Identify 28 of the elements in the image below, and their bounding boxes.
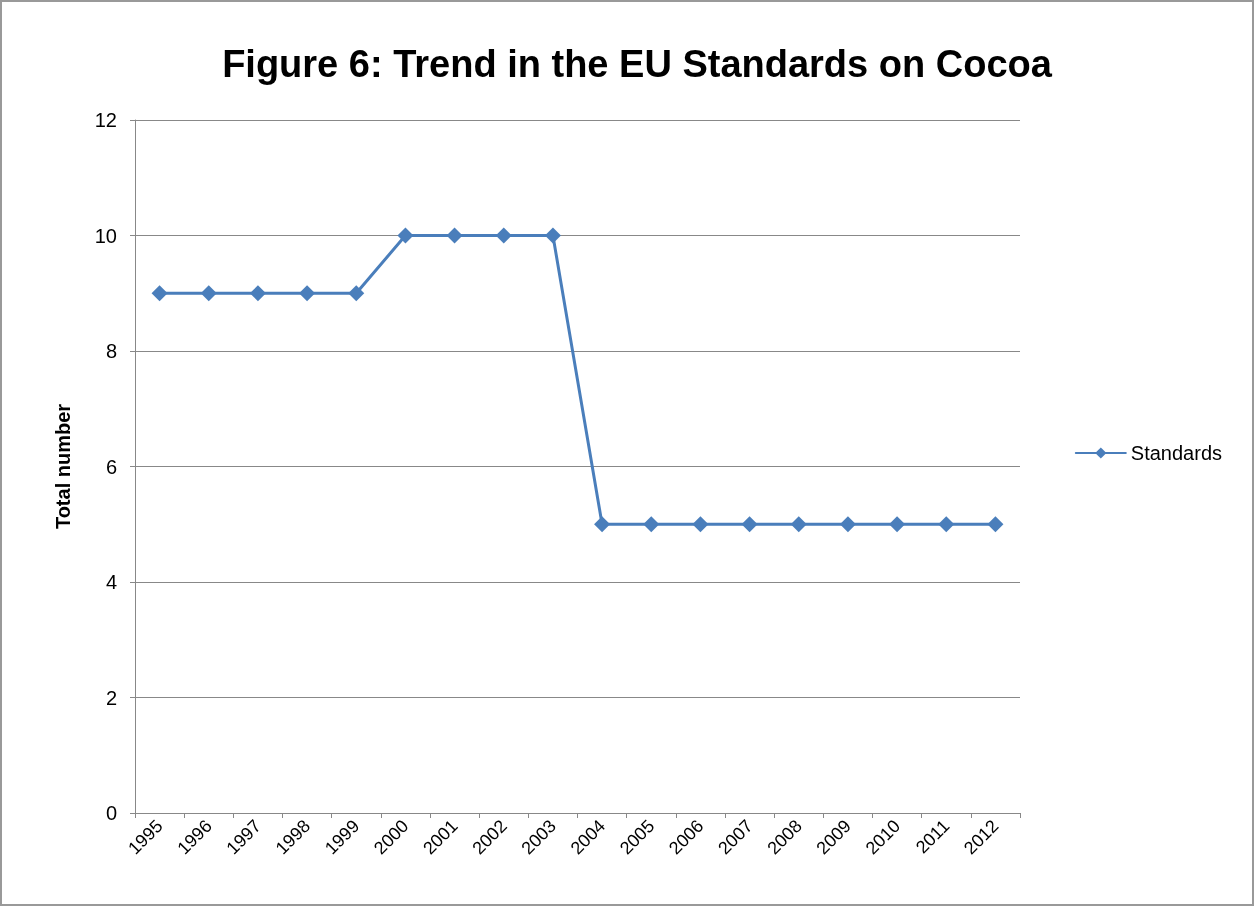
- y-tick-label: 4: [105, 571, 117, 593]
- point: [889, 516, 906, 533]
- point: [299, 285, 316, 302]
- point: [348, 285, 365, 302]
- point: [643, 516, 660, 533]
- point: [790, 516, 807, 533]
- point: [200, 285, 217, 302]
- point: [741, 516, 758, 533]
- y-tick-label: 10: [94, 224, 117, 247]
- point: [692, 516, 709, 533]
- point: [495, 227, 512, 244]
- point: [249, 285, 266, 302]
- point: [987, 516, 1004, 533]
- point: [544, 227, 561, 244]
- y-tick-label: 8: [105, 340, 117, 362]
- y-tick-label: 12: [94, 109, 117, 131]
- point: [151, 285, 168, 302]
- chart-title: Figure 6: Trend in the EU Standards on Cocoa: [222, 43, 1053, 85]
- point: [594, 516, 611, 533]
- point: [397, 227, 414, 244]
- point: [839, 516, 856, 533]
- y-tick-label: 2: [105, 686, 117, 709]
- point: [938, 516, 955, 533]
- y-tick-label: 6: [105, 455, 117, 478]
- y-tick-label: 0: [105, 802, 117, 824]
- y-axis-title: Total number: [52, 403, 74, 530]
- point: [446, 227, 463, 244]
- legend-label: Standards: [1130, 442, 1222, 464]
